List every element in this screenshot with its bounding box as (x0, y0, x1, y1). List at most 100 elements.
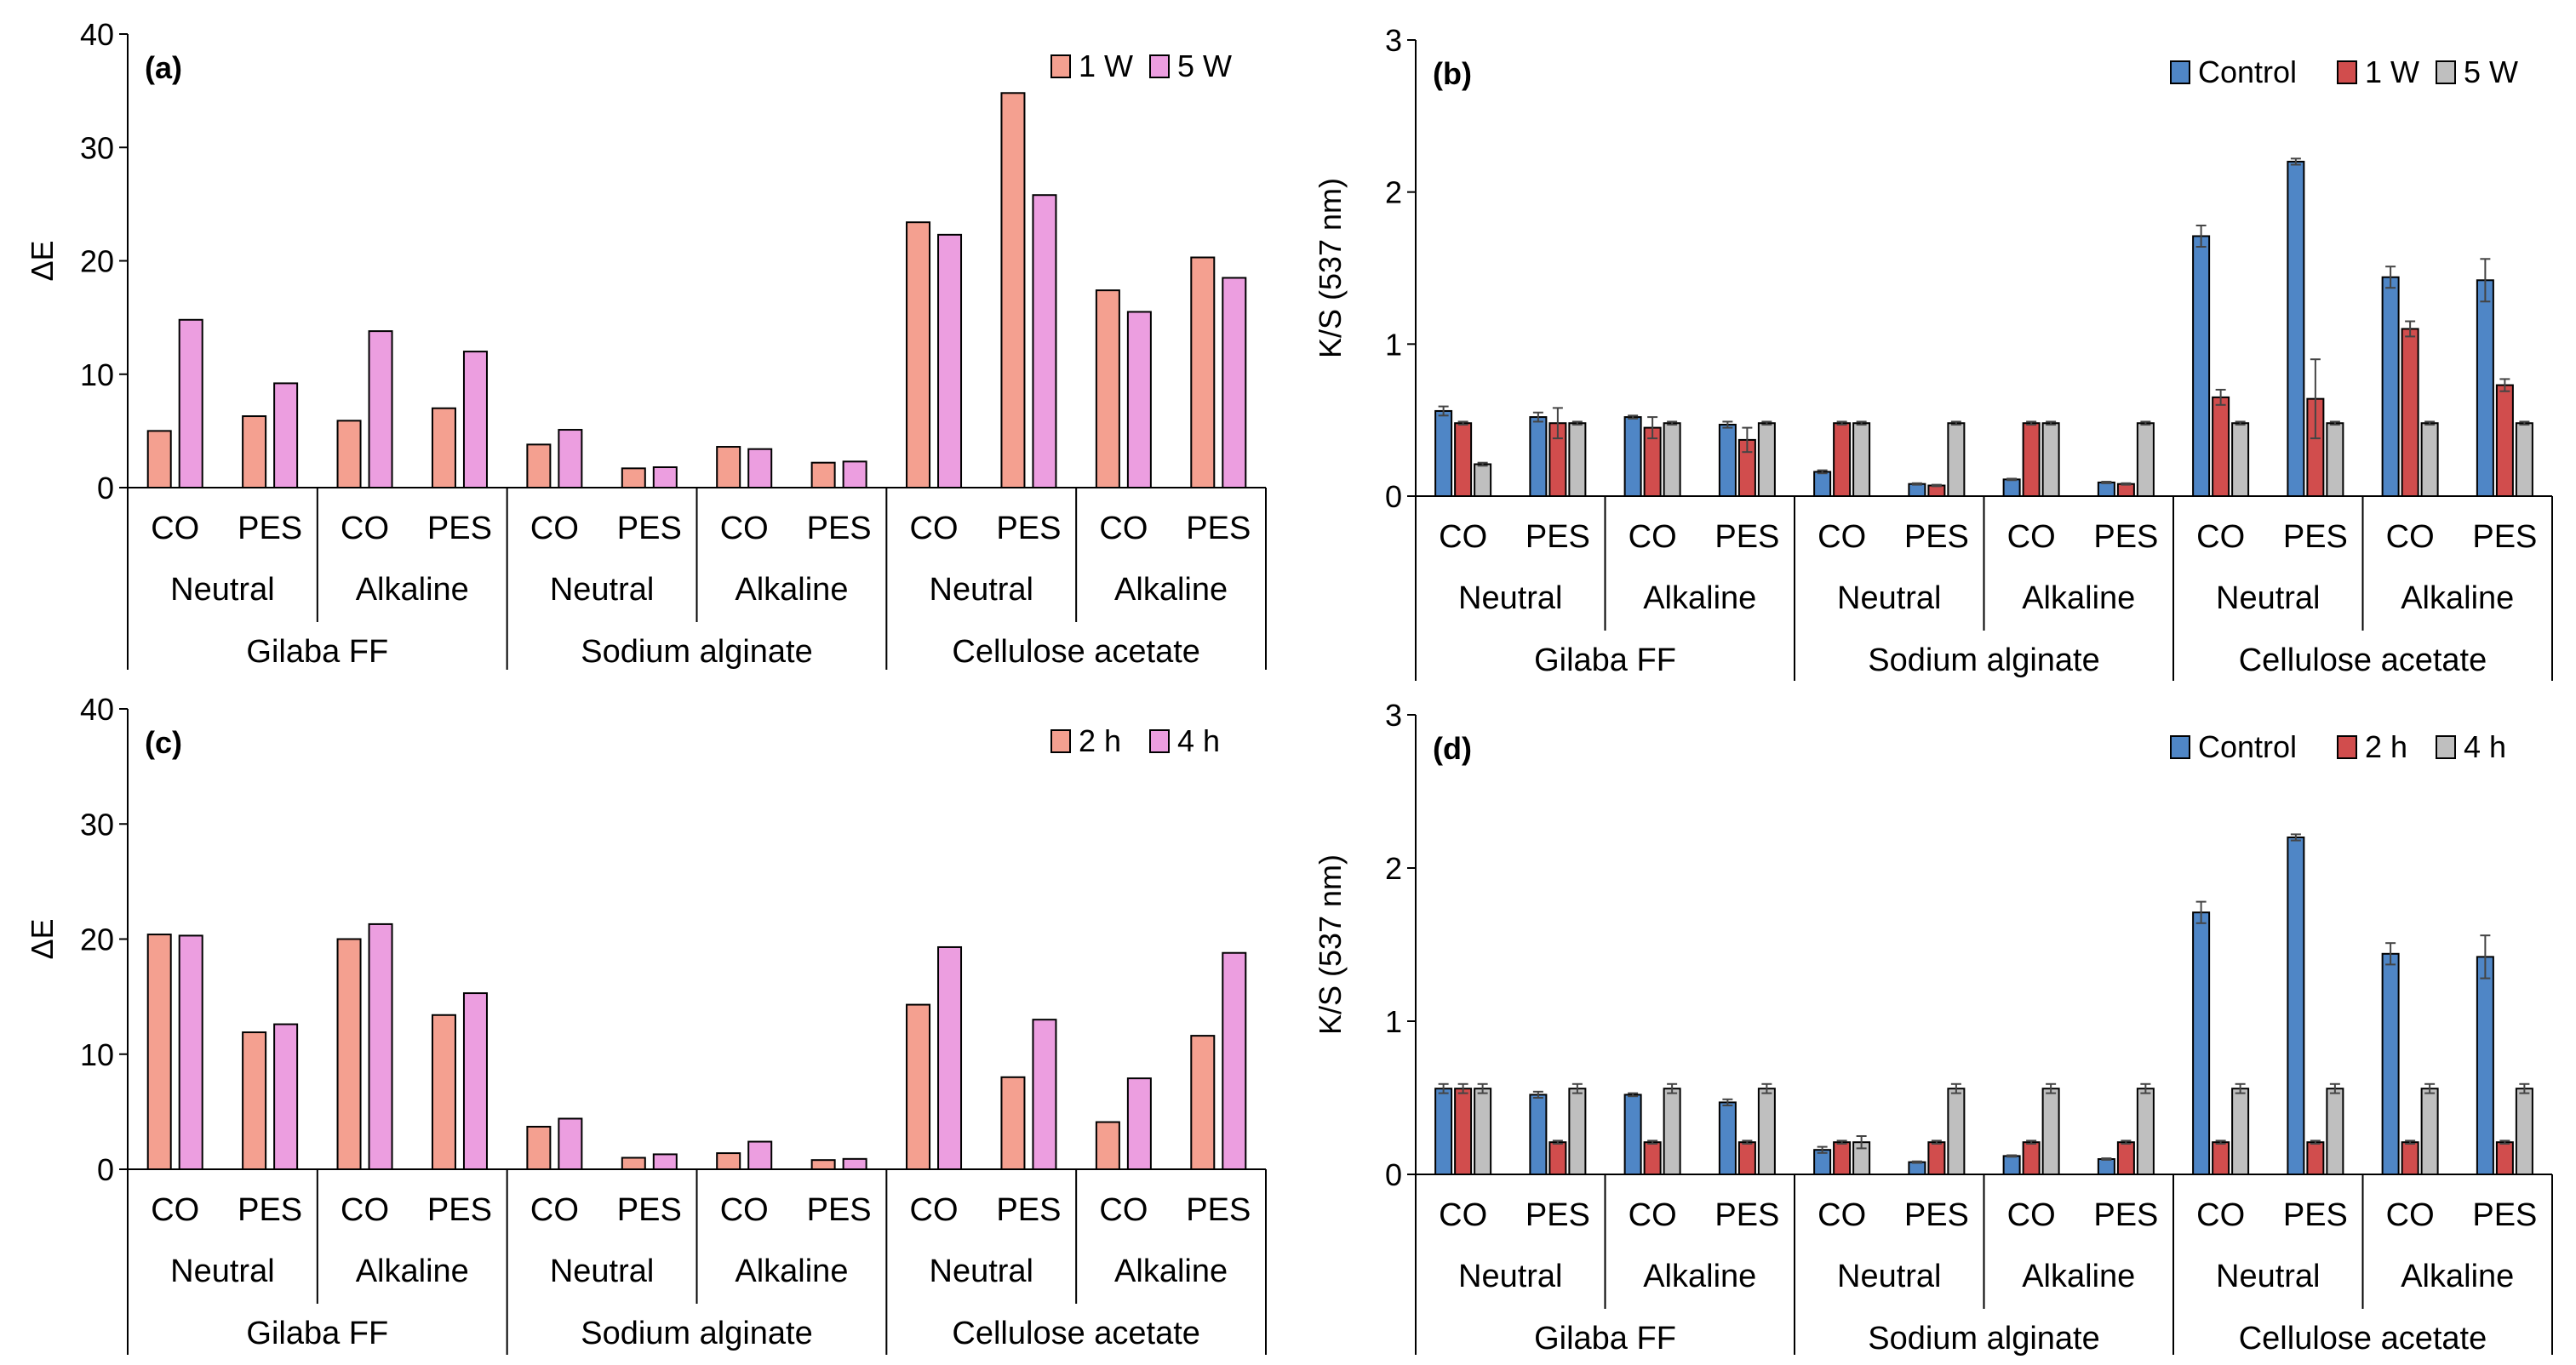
bar (2495, 384, 2514, 497)
bar (242, 415, 267, 488)
y-tick-label: 2 (1385, 175, 1402, 210)
x-tick-label-condition: Alkaline (735, 572, 848, 608)
x-tick-label-fabric: CO (1818, 1197, 1866, 1233)
bar (1813, 471, 1832, 497)
bar (2116, 483, 2135, 497)
bar (2476, 279, 2494, 497)
bar (526, 1125, 552, 1171)
x-tick-label-fabric: PES (427, 511, 492, 546)
y-tick-label: 20 (80, 922, 114, 957)
bar (1718, 424, 1737, 498)
bar (1222, 277, 1247, 488)
bar (368, 330, 393, 488)
x-tick-label-fabric: CO (1439, 1197, 1487, 1233)
legend-swatch (1050, 54, 1071, 78)
x-tick-label-fabric: PES (1904, 519, 1969, 555)
panel-label: (d) (1433, 731, 1472, 766)
x-tick-label-fabric: CO (1439, 519, 1487, 555)
bar (2476, 956, 2494, 1176)
bar (2495, 1141, 2514, 1175)
bar (2420, 1088, 2439, 1175)
bar (1434, 1088, 1453, 1175)
x-tick-label-condition: Alkaline (2022, 580, 2135, 616)
bar (146, 934, 172, 1170)
x-tick-label-fabric: CO (2386, 1197, 2435, 1233)
bar (1833, 1141, 1852, 1175)
x-tick-label-thickener: Gilaba FF (1534, 1321, 1676, 1356)
bar (2326, 422, 2344, 497)
x-tick-label-fabric: PES (617, 1192, 682, 1228)
bar (1000, 1076, 1026, 1171)
y-axis-title: K/S (537 nm) (1313, 178, 1348, 358)
x-tick-label-condition: Alkaline (1114, 1254, 1228, 1289)
bar (1568, 422, 1587, 497)
bar (2022, 1141, 2041, 1175)
bar (937, 233, 963, 488)
legend-label: 2 h (2365, 729, 2407, 764)
x-tick-label-fabric: PES (238, 511, 302, 546)
x-tick-label-condition: Neutral (550, 1254, 655, 1289)
bar (1947, 1088, 1966, 1175)
legend-label: 1 W (1079, 49, 1133, 83)
y-tick-label: 1 (1385, 327, 1402, 362)
bar (2212, 396, 2230, 497)
legend-swatch (2170, 60, 2190, 84)
y-tick-label: 20 (80, 244, 114, 279)
x-tick-label-fabric: CO (910, 511, 959, 546)
bar (810, 461, 836, 488)
bar (2002, 1155, 2021, 1176)
bar (431, 407, 456, 489)
bar (2381, 952, 2400, 1176)
y-tick-label: 0 (97, 1152, 114, 1187)
y-tick-label: 1 (1385, 1004, 1402, 1039)
bar (621, 467, 646, 488)
y-tick-label: 3 (1385, 23, 1402, 58)
legend-swatch (1149, 729, 1170, 753)
y-axis-title: ΔE (25, 918, 60, 959)
x-tick-label-condition: Neutral (550, 572, 655, 608)
bar (2326, 1088, 2344, 1175)
bar (178, 934, 203, 1170)
y-tick-label: 3 (1385, 698, 1402, 733)
y-tick-label: 0 (97, 471, 114, 505)
x-tick-label-fabric: PES (996, 511, 1061, 546)
bar (2097, 1158, 2115, 1175)
legend-label: 5 W (2464, 54, 2518, 89)
bar (1529, 1094, 1548, 1176)
x-tick-label-fabric: PES (996, 1192, 1061, 1228)
x-tick-label-condition: Alkaline (2401, 580, 2514, 616)
x-tick-label-thickener: Cellulose acetate (2239, 1321, 2487, 1356)
bar (2231, 1088, 2250, 1175)
x-tick-label-fabric: CO (2386, 519, 2435, 555)
legend-swatch (2337, 60, 2357, 84)
legend-swatch (2170, 735, 2190, 759)
bar (2287, 160, 2305, 498)
legend-label: 2 h (1079, 723, 1121, 758)
bar (1833, 422, 1852, 497)
bar (1474, 463, 1492, 497)
y-tick-label: 30 (80, 807, 114, 842)
x-tick-label-fabric: CO (2196, 519, 2245, 555)
bar (1032, 1019, 1057, 1171)
bar (2136, 1088, 2155, 1175)
y-tick-label: 0 (1385, 1157, 1402, 1192)
chart-panel-d: 0 1 2 3 K/S (537 nm) CO PES CO PES CO PES CO PES CO PE… (1313, 698, 2553, 1356)
x-tick-label-fabric: CO (1629, 1197, 1677, 1233)
bar (1434, 409, 1453, 497)
bar (1908, 1161, 1926, 1175)
bar (1663, 422, 1681, 497)
bar (2401, 1141, 2419, 1175)
bar (1947, 422, 1966, 497)
bar (2097, 481, 2115, 497)
bar (2116, 1141, 2135, 1175)
bar (1927, 1141, 1946, 1175)
x-tick-label-thickener: Sodium alginate (581, 634, 813, 670)
x-tick-label-condition: Neutral (1837, 1259, 1942, 1294)
bar (621, 1157, 646, 1170)
bar (2420, 422, 2439, 497)
bar (1126, 311, 1152, 488)
x-tick-label-fabric: PES (1904, 1197, 1969, 1233)
bar (558, 429, 583, 489)
bar (1908, 483, 1926, 497)
